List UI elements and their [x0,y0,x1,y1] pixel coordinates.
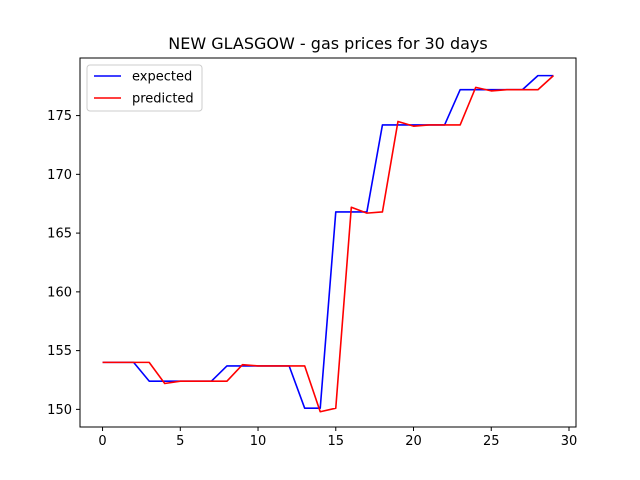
y-tick-label: 175 [47,109,72,124]
x-tick-label: 25 [483,434,500,449]
plot-lines [102,74,554,413]
legend-label-predicted: predicted [132,92,194,107]
x-tick-label: 15 [328,434,345,449]
x-tick-label: 20 [405,434,422,449]
y-tick-label: 165 [47,227,72,242]
x-tick-label: 5 [176,434,184,449]
x-tick-label: 30 [561,434,578,449]
series-line-expected [102,74,554,410]
legend: expected predicted [86,64,203,112]
plot-frame [79,57,577,428]
chart-title: NEW GLASGOW - gas prices for 30 days [168,34,487,53]
x-tick-label: 10 [250,434,267,449]
y-tick-label: 160 [47,285,72,300]
y-tick-label: 150 [47,403,72,418]
x-tick-label: 0 [98,434,106,449]
y-axis: 150 155 160 165 170 175 [47,109,80,418]
legend-label-expected: expected [132,70,192,85]
y-tick-label: 170 [47,168,72,183]
y-tick-label: 155 [47,344,72,359]
series-line-predicted [102,75,554,413]
x-axis: 0 5 10 15 20 25 30 [98,427,577,449]
